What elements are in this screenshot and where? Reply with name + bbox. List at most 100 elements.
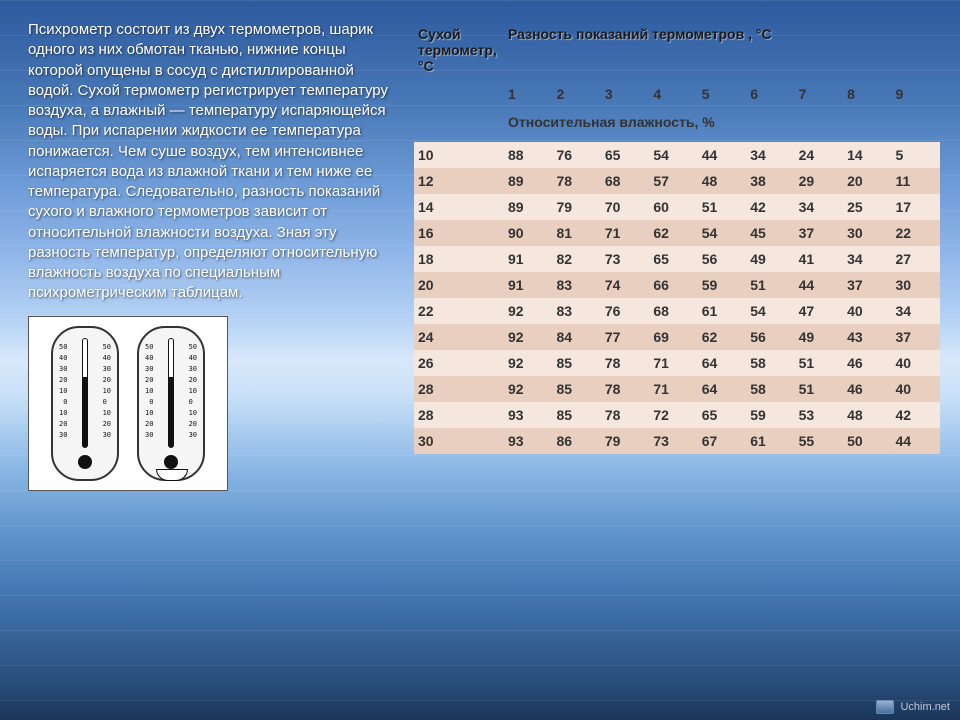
- scale-right: 50403020100102030: [189, 342, 197, 441]
- cell-humidity: 92: [504, 376, 552, 402]
- cell-humidity: 71: [649, 376, 697, 402]
- cell-humidity: 62: [649, 220, 697, 246]
- cell-humidity: 64: [698, 376, 746, 402]
- cell-temp: 18: [414, 246, 504, 272]
- diff-col: 7: [795, 80, 843, 108]
- cell-humidity: 42: [746, 194, 794, 220]
- cell-humidity: 91: [504, 246, 552, 272]
- cell-humidity: 55: [795, 428, 843, 454]
- cell-humidity: 89: [504, 168, 552, 194]
- cell-humidity: 78: [601, 376, 649, 402]
- diff-col: 5: [698, 80, 746, 108]
- scale-left: 50403020100102030: [145, 342, 153, 441]
- cell-humidity: 30: [843, 220, 891, 246]
- header-dry: Сухой термометр, °C: [414, 20, 504, 80]
- cell-humidity: 49: [795, 324, 843, 350]
- wet-bulb: [164, 455, 178, 469]
- cell-humidity: 85: [552, 402, 600, 428]
- cell-humidity: 62: [698, 324, 746, 350]
- cell-humidity: 51: [795, 376, 843, 402]
- cell-humidity: 40: [892, 376, 941, 402]
- thermo-tube: [82, 338, 88, 448]
- cell-humidity: 73: [649, 428, 697, 454]
- cell-humidity: 84: [552, 324, 600, 350]
- cell-humidity: 24: [795, 142, 843, 168]
- cell-humidity: 50: [843, 428, 891, 454]
- cell-humidity: 76: [601, 298, 649, 324]
- cell-humidity: 71: [649, 350, 697, 376]
- cell-humidity: 83: [552, 272, 600, 298]
- cell-humidity: 37: [892, 324, 941, 350]
- cell-humidity: 54: [698, 220, 746, 246]
- cell-temp: 10: [414, 142, 504, 168]
- subheader: Относительная влажность, %: [504, 108, 940, 142]
- cell-humidity: 29: [795, 168, 843, 194]
- cell-humidity: 65: [649, 246, 697, 272]
- cell-humidity: 73: [601, 246, 649, 272]
- cell-humidity: 53: [795, 402, 843, 428]
- cell-humidity: 46: [843, 350, 891, 376]
- table-row: 12897868574838292011: [414, 168, 940, 194]
- psychrometer-diagram: 50403020100102030 50403020100102030 5040…: [28, 316, 228, 491]
- cell-humidity: 47: [795, 298, 843, 324]
- cell-humidity: 59: [698, 272, 746, 298]
- cell-humidity: 81: [552, 220, 600, 246]
- cell-humidity: 65: [601, 142, 649, 168]
- cell-humidity: 30: [892, 272, 941, 298]
- cell-humidity: 61: [698, 298, 746, 324]
- cell-humidity: 85: [552, 350, 600, 376]
- cell-humidity: 93: [504, 402, 552, 428]
- cell-humidity: 85: [552, 376, 600, 402]
- cell-humidity: 60: [649, 194, 697, 220]
- dry-thermometer: 50403020100102030 50403020100102030: [51, 326, 119, 481]
- cell-humidity: 34: [746, 142, 794, 168]
- cell-humidity: 82: [552, 246, 600, 272]
- cell-humidity: 17: [892, 194, 941, 220]
- cell-humidity: 34: [843, 246, 891, 272]
- cell-humidity: 92: [504, 350, 552, 376]
- scale-right: 50403020100102030: [103, 342, 111, 441]
- cell-humidity: 72: [649, 402, 697, 428]
- cell-humidity: 78: [552, 168, 600, 194]
- cell-humidity: 66: [649, 272, 697, 298]
- cell-temp: 14: [414, 194, 504, 220]
- cell-humidity: 22: [892, 220, 941, 246]
- table-row: 22928376686154474034: [414, 298, 940, 324]
- diff-col: 6: [746, 80, 794, 108]
- table-row: 24928477696256494337: [414, 324, 940, 350]
- wet-thermometer: 50403020100102030 50403020100102030: [137, 326, 205, 481]
- cell-humidity: 90: [504, 220, 552, 246]
- cell-humidity: 83: [552, 298, 600, 324]
- cell-humidity: 11: [892, 168, 941, 194]
- header-diff: Разность показаний термометров , °C: [504, 20, 940, 80]
- cell-temp: 28: [414, 376, 504, 402]
- cell-temp: 30: [414, 428, 504, 454]
- cell-humidity: 51: [795, 350, 843, 376]
- diff-col: 4: [649, 80, 697, 108]
- dry-bulb: [78, 455, 92, 469]
- cell-humidity: 64: [698, 350, 746, 376]
- cell-humidity: 79: [552, 194, 600, 220]
- cell-humidity: 58: [746, 350, 794, 376]
- table-row: 20918374665951443730: [414, 272, 940, 298]
- cell-humidity: 67: [698, 428, 746, 454]
- cell-humidity: 65: [698, 402, 746, 428]
- diff-col: 2: [552, 80, 600, 108]
- cell-humidity: 76: [552, 142, 600, 168]
- table-panel: Сухой термометр, °C Разность показаний т…: [398, 20, 940, 700]
- diff-col: 9: [892, 80, 941, 108]
- table-row: 14897970605142342517: [414, 194, 940, 220]
- cell-humidity: 40: [892, 350, 941, 376]
- cell-temp: 22: [414, 298, 504, 324]
- table-body: 1088766554443424145128978685748382920111…: [414, 142, 940, 454]
- cell-humidity: 37: [795, 220, 843, 246]
- cell-humidity: 92: [504, 298, 552, 324]
- cell-humidity: 78: [601, 350, 649, 376]
- cell-humidity: 78: [601, 402, 649, 428]
- cell-humidity: 48: [698, 168, 746, 194]
- watermark: Uchim.net: [876, 700, 950, 714]
- cell-humidity: 57: [649, 168, 697, 194]
- subheader-row: Относительная влажность, %: [414, 108, 940, 142]
- cell-humidity: 91: [504, 272, 552, 298]
- description-panel: Психрометр состоит из двух термометров, …: [28, 20, 398, 700]
